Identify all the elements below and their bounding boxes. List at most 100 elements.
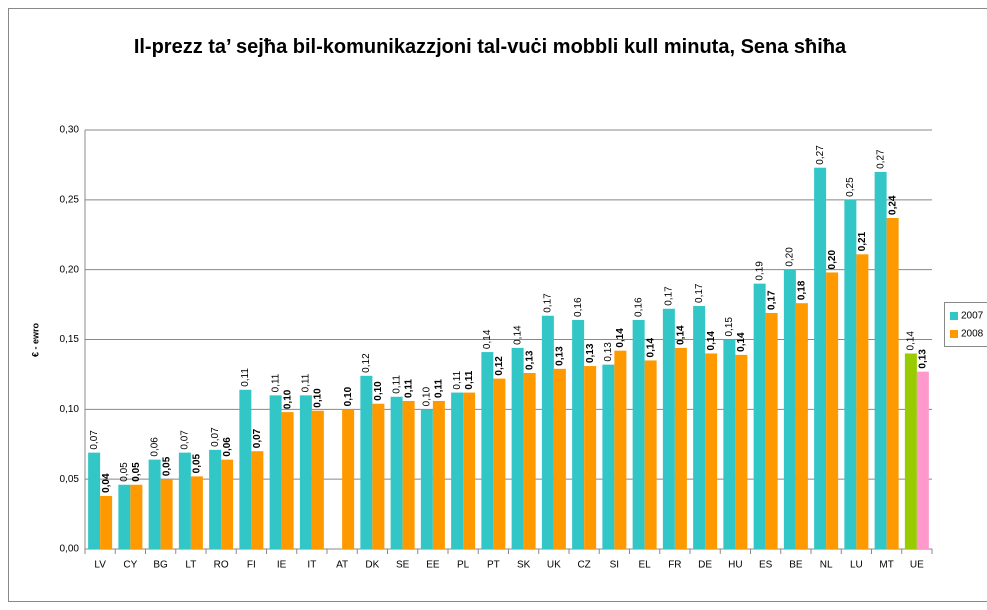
x-tick-label: FR [668,560,681,571]
x-tick-label: SI [610,560,619,571]
value-label: 0,06 [222,437,233,457]
bar [281,412,294,549]
x-tick-label: CY [123,560,137,571]
bar [541,315,554,549]
bar [723,339,736,549]
x-tick-label: RO [214,560,229,571]
x-tick-label: UK [547,560,561,571]
bar [553,368,566,549]
value-label: 0,11 [240,368,251,387]
value-label: 0,07 [180,430,191,450]
value-label: 0,10 [422,386,433,406]
bar [360,375,373,549]
chart-border [8,8,987,602]
legend-box [944,302,987,347]
bar [795,303,808,549]
value-label: 0,17 [543,293,554,313]
bar [118,484,131,549]
x-tick-label: LV [94,560,106,571]
value-label: 0,10 [282,389,293,409]
value-label: 0,10 [343,386,354,406]
bar [783,269,796,549]
bar [493,378,506,549]
bar [342,409,355,549]
value-label: 0,12 [361,353,372,373]
bar [632,319,645,549]
y-tick-label: 0,15 [60,334,80,345]
x-tick-label: MT [879,560,893,571]
bar [402,400,415,549]
value-label: 0,10 [313,388,324,408]
value-label: 0,16 [573,297,584,317]
value-label: 0,05 [192,453,203,473]
x-tick-label: DK [365,560,379,571]
chart-title: Il-prezz ta’ sejħa bil-komunikazzjoni ta… [133,36,847,58]
value-label: 0,06 [149,437,160,457]
bar [662,308,675,549]
bar [644,360,657,549]
value-label: 0,21 [857,231,868,251]
x-tick-label: BG [153,560,168,571]
y-tick-label: 0,25 [60,194,80,205]
value-label: 0,11 [452,370,463,389]
value-label: 0,04 [101,473,112,493]
bar [481,352,494,549]
x-tick-label: LT [185,560,196,571]
value-label: 0,14 [645,338,656,358]
y-axis-label: € - ewro [30,322,40,357]
x-tick-label: AT [336,560,348,571]
x-tick-label: IE [277,560,287,571]
value-label: 0,07 [89,430,100,450]
bar [178,452,191,549]
value-label: 0,11 [403,379,414,398]
x-tick-label: PL [457,560,470,571]
bar [523,373,536,549]
bar [209,449,222,549]
value-label: 0,05 [131,462,142,482]
x-tick-label: UE [910,560,924,571]
bar [190,476,203,549]
bar [100,495,113,549]
bar [916,371,929,549]
value-label: 0,20 [827,250,838,270]
x-tick-label: DE [698,560,712,571]
value-label: 0,24 [887,195,898,215]
bar [856,254,869,549]
value-label: 0,17 [694,283,705,303]
x-tick-label: NL [820,560,833,571]
bar [390,396,403,549]
y-tick-label: 0,00 [60,544,80,555]
bar [904,353,917,549]
value-label: 0,14 [615,328,626,348]
bar [511,347,524,549]
x-tick-label: BE [789,560,803,571]
bar [372,403,385,549]
value-label: 0,15 [724,317,735,337]
bar [735,354,748,549]
x-tick-label: IT [307,560,316,571]
value-label: 0,14 [706,331,717,351]
y-tick-label: 0,10 [60,404,80,415]
x-tick-label: EL [639,560,652,571]
value-label: 0,17 [664,286,675,306]
bar [130,484,143,549]
bar [88,452,101,549]
bar [451,392,464,549]
value-label: 0,14 [736,332,747,352]
value-label: 0,27 [815,145,826,165]
x-tick-label: SE [396,560,410,571]
bar [251,451,264,549]
bar [705,353,718,549]
value-label: 0,13 [524,350,535,370]
x-tick-label: PT [487,560,500,571]
bar [432,400,445,549]
value-label: 0,12 [494,356,505,376]
value-label: 0,13 [603,342,614,362]
bar [674,347,687,549]
x-tick-label: LU [850,560,863,571]
value-label: 0,11 [301,373,312,392]
value-label: 0,07 [210,427,221,447]
value-label: 0,25 [845,177,856,197]
value-label: 0,11 [270,373,281,392]
